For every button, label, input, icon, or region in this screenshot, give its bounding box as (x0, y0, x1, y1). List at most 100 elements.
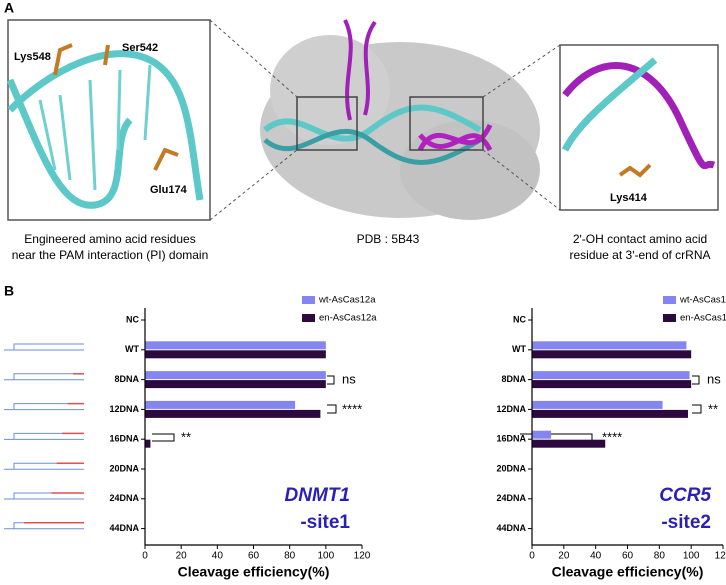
bar (532, 341, 687, 350)
schematic (4, 432, 84, 440)
category-label: 44DNA (109, 523, 139, 533)
x-tick-label: 0 (529, 551, 535, 562)
bar (532, 409, 688, 418)
residue-label: Lys548 (14, 51, 51, 63)
rna-strand (562, 61, 716, 170)
x-tick-label: 60 (622, 551, 634, 562)
sig-label: ** (708, 401, 718, 416)
residue-stick (53, 43, 179, 171)
schematic (4, 403, 84, 411)
category-label: NC (126, 314, 139, 324)
residue-label: Lys414 (610, 192, 648, 204)
base-pair (38, 64, 152, 191)
rna-hairpin (343, 19, 377, 121)
x-tick-label: 0 (142, 551, 148, 562)
residue-label: Ser542 (122, 42, 158, 54)
bar (532, 350, 692, 359)
dna-schematics (4, 343, 84, 530)
sig-label: ns (707, 371, 721, 386)
bar (145, 350, 326, 359)
dna-strand (561, 57, 658, 152)
bar (145, 341, 326, 350)
category-label: 12DNA (109, 404, 139, 414)
legend-swatch (663, 314, 676, 322)
bar (532, 400, 663, 409)
legend-swatch (302, 296, 315, 304)
x-tick-label: 40 (212, 551, 224, 562)
bar (145, 439, 151, 448)
category-label: 20DNA (109, 463, 139, 473)
residue-stick (618, 163, 652, 178)
connector (482, 149, 561, 211)
sig-bracket (152, 375, 337, 442)
x-tick-label: 40 (590, 551, 602, 562)
chart-subtitle: -site2 (661, 512, 711, 533)
category-label: NC (513, 314, 526, 324)
legend-label: en-AsCas12a (680, 313, 726, 324)
legend-swatch (663, 296, 676, 304)
dna-strand (6, 78, 133, 209)
legend-label: wt-AsCas12a (679, 295, 726, 306)
dna-helix (263, 128, 482, 165)
category-label: 24DNA (109, 493, 139, 503)
caption: Engineered amino acid residues (24, 232, 195, 246)
category-label: 16DNA (496, 434, 526, 444)
sig-label: **** (342, 401, 362, 416)
chart-title: DNMT1 (285, 485, 350, 506)
bar (145, 371, 326, 380)
chart-subtitle: -site1 (300, 512, 350, 533)
x-axis-label: Cleavage efficiency(%) (178, 564, 330, 580)
x-tick-label: 80 (654, 551, 666, 562)
sig-label: ** (181, 429, 191, 444)
sig-label: ns (342, 371, 356, 386)
dna-strand (7, 50, 204, 201)
zoom-box (296, 96, 358, 151)
connector (209, 149, 298, 221)
bar (532, 439, 606, 448)
bar (532, 371, 690, 380)
residue-label: Glu174 (150, 184, 188, 196)
schematic (4, 462, 84, 470)
category-label: 16DNA (109, 434, 139, 444)
zoom-box (409, 96, 484, 151)
x-tick-label: 100 (683, 551, 700, 562)
caption: residue at 3ʹ-end of crRNA (569, 248, 710, 262)
bar (532, 380, 692, 389)
category-label: 8DNA (114, 374, 139, 384)
bar (532, 430, 552, 439)
x-axis-label: Cleavage efficiency(%) (552, 564, 704, 580)
bar (145, 400, 296, 409)
x-tick-label: 120 (354, 551, 371, 562)
caption: near the PAM interaction (PI) domain (12, 248, 209, 262)
category-label: 24DNA (496, 493, 526, 503)
panel-label: B (4, 283, 14, 299)
panel-label: A (4, 0, 14, 16)
schematic (4, 522, 84, 530)
schematic (4, 343, 84, 351)
x-tick-label: 60 (248, 551, 260, 562)
legend-label: wt-AsCas12a (318, 295, 376, 306)
x-tick-label: 80 (284, 551, 296, 562)
category-label: 8DNA (501, 374, 526, 384)
category-label: 44DNA (496, 523, 526, 533)
legend-swatch (302, 314, 315, 322)
x-tick-label: 120 (715, 551, 726, 562)
category-label: 12DNA (496, 404, 526, 414)
category-label: 20DNA (496, 463, 526, 473)
legend-label: en-AsCas12a (319, 313, 377, 324)
category-label: WT (125, 344, 139, 354)
sig-label: **** (602, 429, 622, 444)
caption: 2ʹ-OH contact amino acid (573, 232, 707, 246)
bar (145, 409, 321, 418)
dna-helix (263, 104, 482, 142)
chart-title: CCR5 (659, 485, 711, 506)
x-tick-label: 100 (317, 551, 334, 562)
caption: PDB : 5B43 (357, 232, 420, 246)
x-tick-label: 20 (558, 551, 570, 562)
schematic (4, 492, 84, 500)
connector (209, 19, 298, 98)
category-label: WT (512, 344, 526, 354)
x-tick-label: 20 (176, 551, 188, 562)
protein-surface (270, 35, 390, 145)
